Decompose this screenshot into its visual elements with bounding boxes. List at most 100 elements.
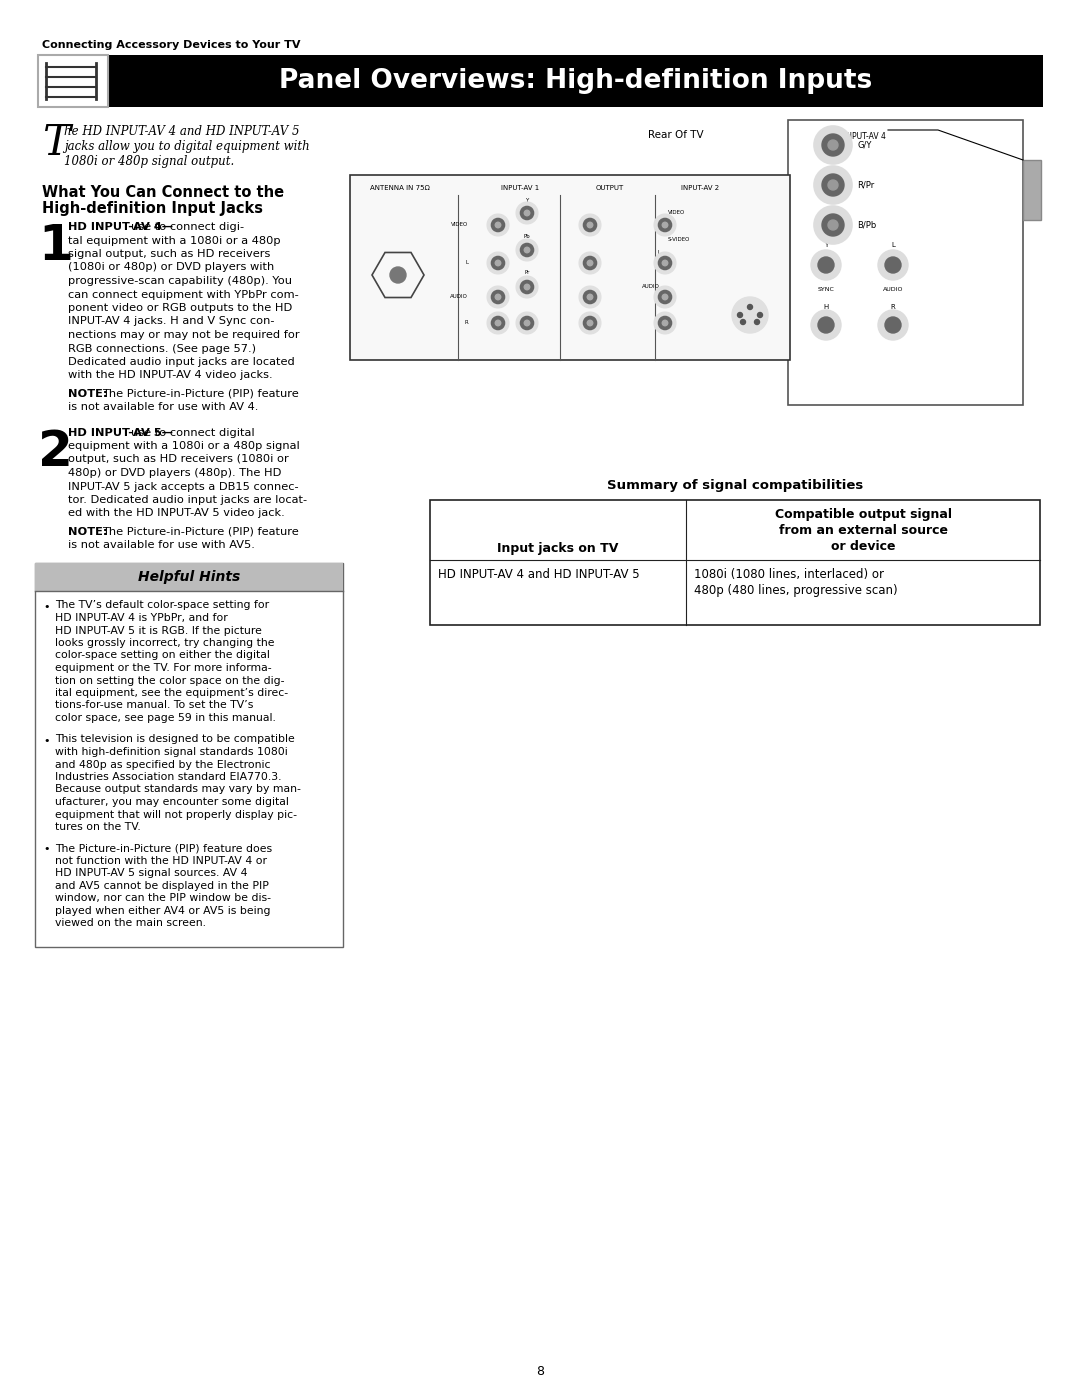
Circle shape: [654, 251, 676, 274]
Text: R: R: [657, 320, 660, 326]
Text: Because output standards may vary by man-: Because output standards may vary by man…: [55, 785, 301, 795]
Text: Connecting Accessory Devices to Your TV: Connecting Accessory Devices to Your TV: [42, 41, 300, 50]
Text: equipment with a 1080i or a 480p signal: equipment with a 1080i or a 480p signal: [68, 441, 300, 451]
Circle shape: [747, 305, 753, 310]
Circle shape: [654, 214, 676, 236]
Circle shape: [828, 140, 838, 149]
Circle shape: [390, 267, 406, 284]
Circle shape: [755, 320, 759, 324]
Circle shape: [583, 291, 596, 303]
Circle shape: [588, 295, 593, 300]
Circle shape: [828, 180, 838, 190]
Text: Panel Overviews: High-definition Inputs: Panel Overviews: High-definition Inputs: [279, 68, 873, 94]
Text: INPUT-AV 1: INPUT-AV 1: [501, 184, 539, 191]
Text: nections may or may not be required for: nections may or may not be required for: [68, 330, 299, 339]
Text: H: H: [823, 305, 828, 310]
Text: NOTE:: NOTE:: [68, 527, 111, 536]
Text: progressive-scan capability (480p). You: progressive-scan capability (480p). You: [68, 277, 292, 286]
Text: HD INPUT-AV 4 is YPbPr, and for: HD INPUT-AV 4 is YPbPr, and for: [55, 613, 228, 623]
Bar: [430, 500, 1040, 624]
Text: AUDIO: AUDIO: [643, 285, 660, 289]
Bar: [108, 54, 1043, 108]
Circle shape: [654, 312, 676, 334]
Circle shape: [583, 218, 596, 232]
Circle shape: [521, 281, 534, 293]
Circle shape: [659, 291, 672, 303]
Circle shape: [659, 218, 672, 232]
Text: NOTE:: NOTE:: [68, 388, 111, 400]
Circle shape: [885, 317, 901, 332]
Bar: [350, 175, 789, 360]
Text: 1080i or 480p signal output.: 1080i or 480p signal output.: [64, 155, 234, 168]
Text: Summary of signal compatibilities: Summary of signal compatibilities: [607, 479, 863, 492]
Circle shape: [662, 222, 667, 228]
Circle shape: [583, 316, 596, 330]
Circle shape: [822, 134, 843, 156]
Text: 480p (480 lines, progressive scan): 480p (480 lines, progressive scan): [694, 584, 897, 597]
Text: 1080i (1080 lines, interlaced) or: 1080i (1080 lines, interlaced) or: [694, 569, 885, 581]
Text: Y: Y: [525, 198, 528, 203]
Circle shape: [579, 312, 600, 334]
Circle shape: [662, 295, 667, 300]
Text: INPUT-AV 5 jack accepts a DB15 connec-: INPUT-AV 5 jack accepts a DB15 connec-: [68, 482, 299, 492]
Text: tal equipment with a 1080i or a 480p: tal equipment with a 1080i or a 480p: [68, 236, 281, 246]
Circle shape: [811, 310, 841, 339]
Text: L: L: [657, 250, 660, 256]
Text: with the HD INPUT-AV 4 video jacks.: with the HD INPUT-AV 4 video jacks.: [68, 370, 272, 380]
Text: use to connect digi-: use to connect digi-: [131, 222, 244, 232]
Circle shape: [521, 243, 534, 257]
Text: HD INPUT-AV 5—: HD INPUT-AV 5—: [68, 427, 173, 437]
Text: RGB connections. (See page 57.): RGB connections. (See page 57.): [68, 344, 256, 353]
Text: VIDEO: VIDEO: [450, 222, 468, 228]
Text: output, such as HD receivers (1080i or: output, such as HD receivers (1080i or: [68, 454, 288, 464]
Circle shape: [828, 219, 838, 231]
Circle shape: [516, 312, 538, 334]
Text: 480p) or DVD players (480p). The HD: 480p) or DVD players (480p). The HD: [68, 468, 282, 478]
Text: and 480p as specified by the Electronic: and 480p as specified by the Electronic: [55, 760, 270, 770]
Circle shape: [579, 286, 600, 307]
Circle shape: [757, 313, 762, 317]
Circle shape: [516, 239, 538, 261]
Text: color-space setting on either the digital: color-space setting on either the digita…: [55, 651, 270, 661]
Text: R/Pr: R/Pr: [858, 180, 874, 190]
Text: Pb: Pb: [524, 235, 530, 239]
Text: OUTPUT: OUTPUT: [596, 184, 624, 191]
Text: and AV5 cannot be displayed in the PIP: and AV5 cannot be displayed in the PIP: [55, 882, 269, 891]
Text: tor. Dedicated audio input jacks are locat-: tor. Dedicated audio input jacks are loc…: [68, 495, 307, 504]
Circle shape: [524, 320, 530, 326]
Circle shape: [496, 260, 501, 265]
Circle shape: [491, 316, 504, 330]
Text: AUDIO: AUDIO: [882, 286, 903, 292]
Text: INPUT-AV 4 jacks. H and V Sync con-: INPUT-AV 4 jacks. H and V Sync con-: [68, 317, 274, 327]
Circle shape: [818, 257, 834, 272]
Text: played when either AV4 or AV5 is being: played when either AV4 or AV5 is being: [55, 907, 270, 916]
Text: The Picture-in-Picture (PIP) feature: The Picture-in-Picture (PIP) feature: [102, 527, 299, 536]
Text: SYNC: SYNC: [818, 286, 835, 292]
Bar: [788, 120, 1023, 405]
Text: S-VIDEO: S-VIDEO: [669, 237, 690, 242]
Text: tions-for-use manual. To set the TV’s: tions-for-use manual. To set the TV’s: [55, 700, 254, 711]
Circle shape: [496, 222, 501, 228]
Text: AUDIO: AUDIO: [450, 295, 468, 299]
Text: ed with the HD INPUT-AV 5 video jack.: ed with the HD INPUT-AV 5 video jack.: [68, 509, 285, 518]
Circle shape: [878, 250, 908, 279]
Circle shape: [885, 257, 901, 272]
Text: Compatible output signal: Compatible output signal: [774, 509, 951, 521]
Text: tures on the TV.: tures on the TV.: [55, 821, 140, 833]
Text: viewed on the main screen.: viewed on the main screen.: [55, 918, 206, 929]
Text: ital equipment, see the equipment’s direc-: ital equipment, see the equipment’s dire…: [55, 687, 288, 698]
Text: Dedicated audio input jacks are located: Dedicated audio input jacks are located: [68, 358, 295, 367]
Circle shape: [496, 295, 501, 300]
Circle shape: [588, 222, 593, 228]
Text: Pr: Pr: [524, 270, 529, 275]
Text: color space, see page 59 in this manual.: color space, see page 59 in this manual.: [55, 712, 275, 724]
Text: B/Pb: B/Pb: [858, 221, 876, 229]
Circle shape: [521, 316, 534, 330]
Text: HD INPUT-AV 4—: HD INPUT-AV 4—: [68, 222, 173, 232]
Bar: [38, 54, 108, 108]
Circle shape: [524, 284, 530, 289]
Circle shape: [654, 286, 676, 307]
Text: tion on setting the color space on the dig-: tion on setting the color space on the d…: [55, 676, 284, 686]
Circle shape: [524, 247, 530, 253]
Text: can connect equipment with YPbPr com-: can connect equipment with YPbPr com-: [68, 289, 299, 299]
